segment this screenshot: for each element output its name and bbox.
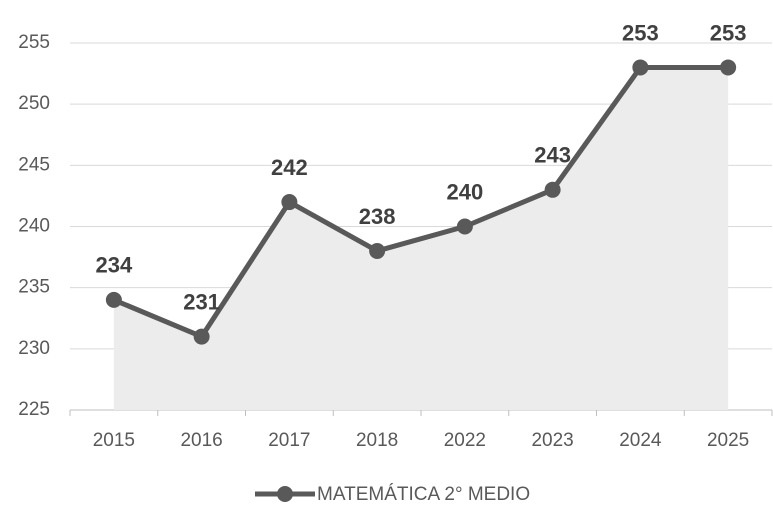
x-tick-label: 2022	[444, 430, 486, 451]
data-label: 243	[534, 143, 571, 168]
data-label: 253	[710, 20, 747, 45]
marker	[720, 59, 737, 76]
data-label: 240	[447, 179, 484, 204]
y-tick-label: 250	[18, 93, 50, 114]
marker	[281, 194, 298, 211]
line	[112, 64, 729, 340]
marker	[544, 181, 561, 198]
x-tick-label: 2025	[707, 430, 749, 451]
data-label: 242	[271, 155, 308, 180]
marker	[456, 218, 473, 235]
y-tick-label: 225	[18, 399, 50, 420]
marker	[369, 242, 386, 259]
y-tick-label: 245	[18, 154, 50, 175]
marker	[193, 328, 210, 345]
data-label: 238	[359, 204, 396, 229]
x-tick-label: 2024	[619, 430, 662, 451]
y-tick-label: 255	[18, 32, 50, 53]
marker	[632, 59, 649, 76]
marker	[105, 291, 122, 308]
legend-label: MATEMÁTICA 2° MEDIO	[317, 484, 530, 505]
x-tick-label: 2023	[531, 430, 573, 451]
y-tick-label: 235	[18, 277, 50, 298]
x-tick-label: 2016	[180, 430, 222, 451]
x-tick-label: 2015	[93, 430, 135, 451]
data-label: 231	[183, 289, 220, 314]
data-label: 234	[96, 253, 133, 278]
y-tick-label: 230	[18, 338, 50, 359]
x-tick-label: 2018	[356, 430, 398, 451]
legend-marker	[277, 486, 293, 502]
x-tick-label: 2017	[268, 430, 310, 451]
data-label: 253	[622, 20, 659, 45]
y-tick-label: 240	[18, 216, 50, 237]
